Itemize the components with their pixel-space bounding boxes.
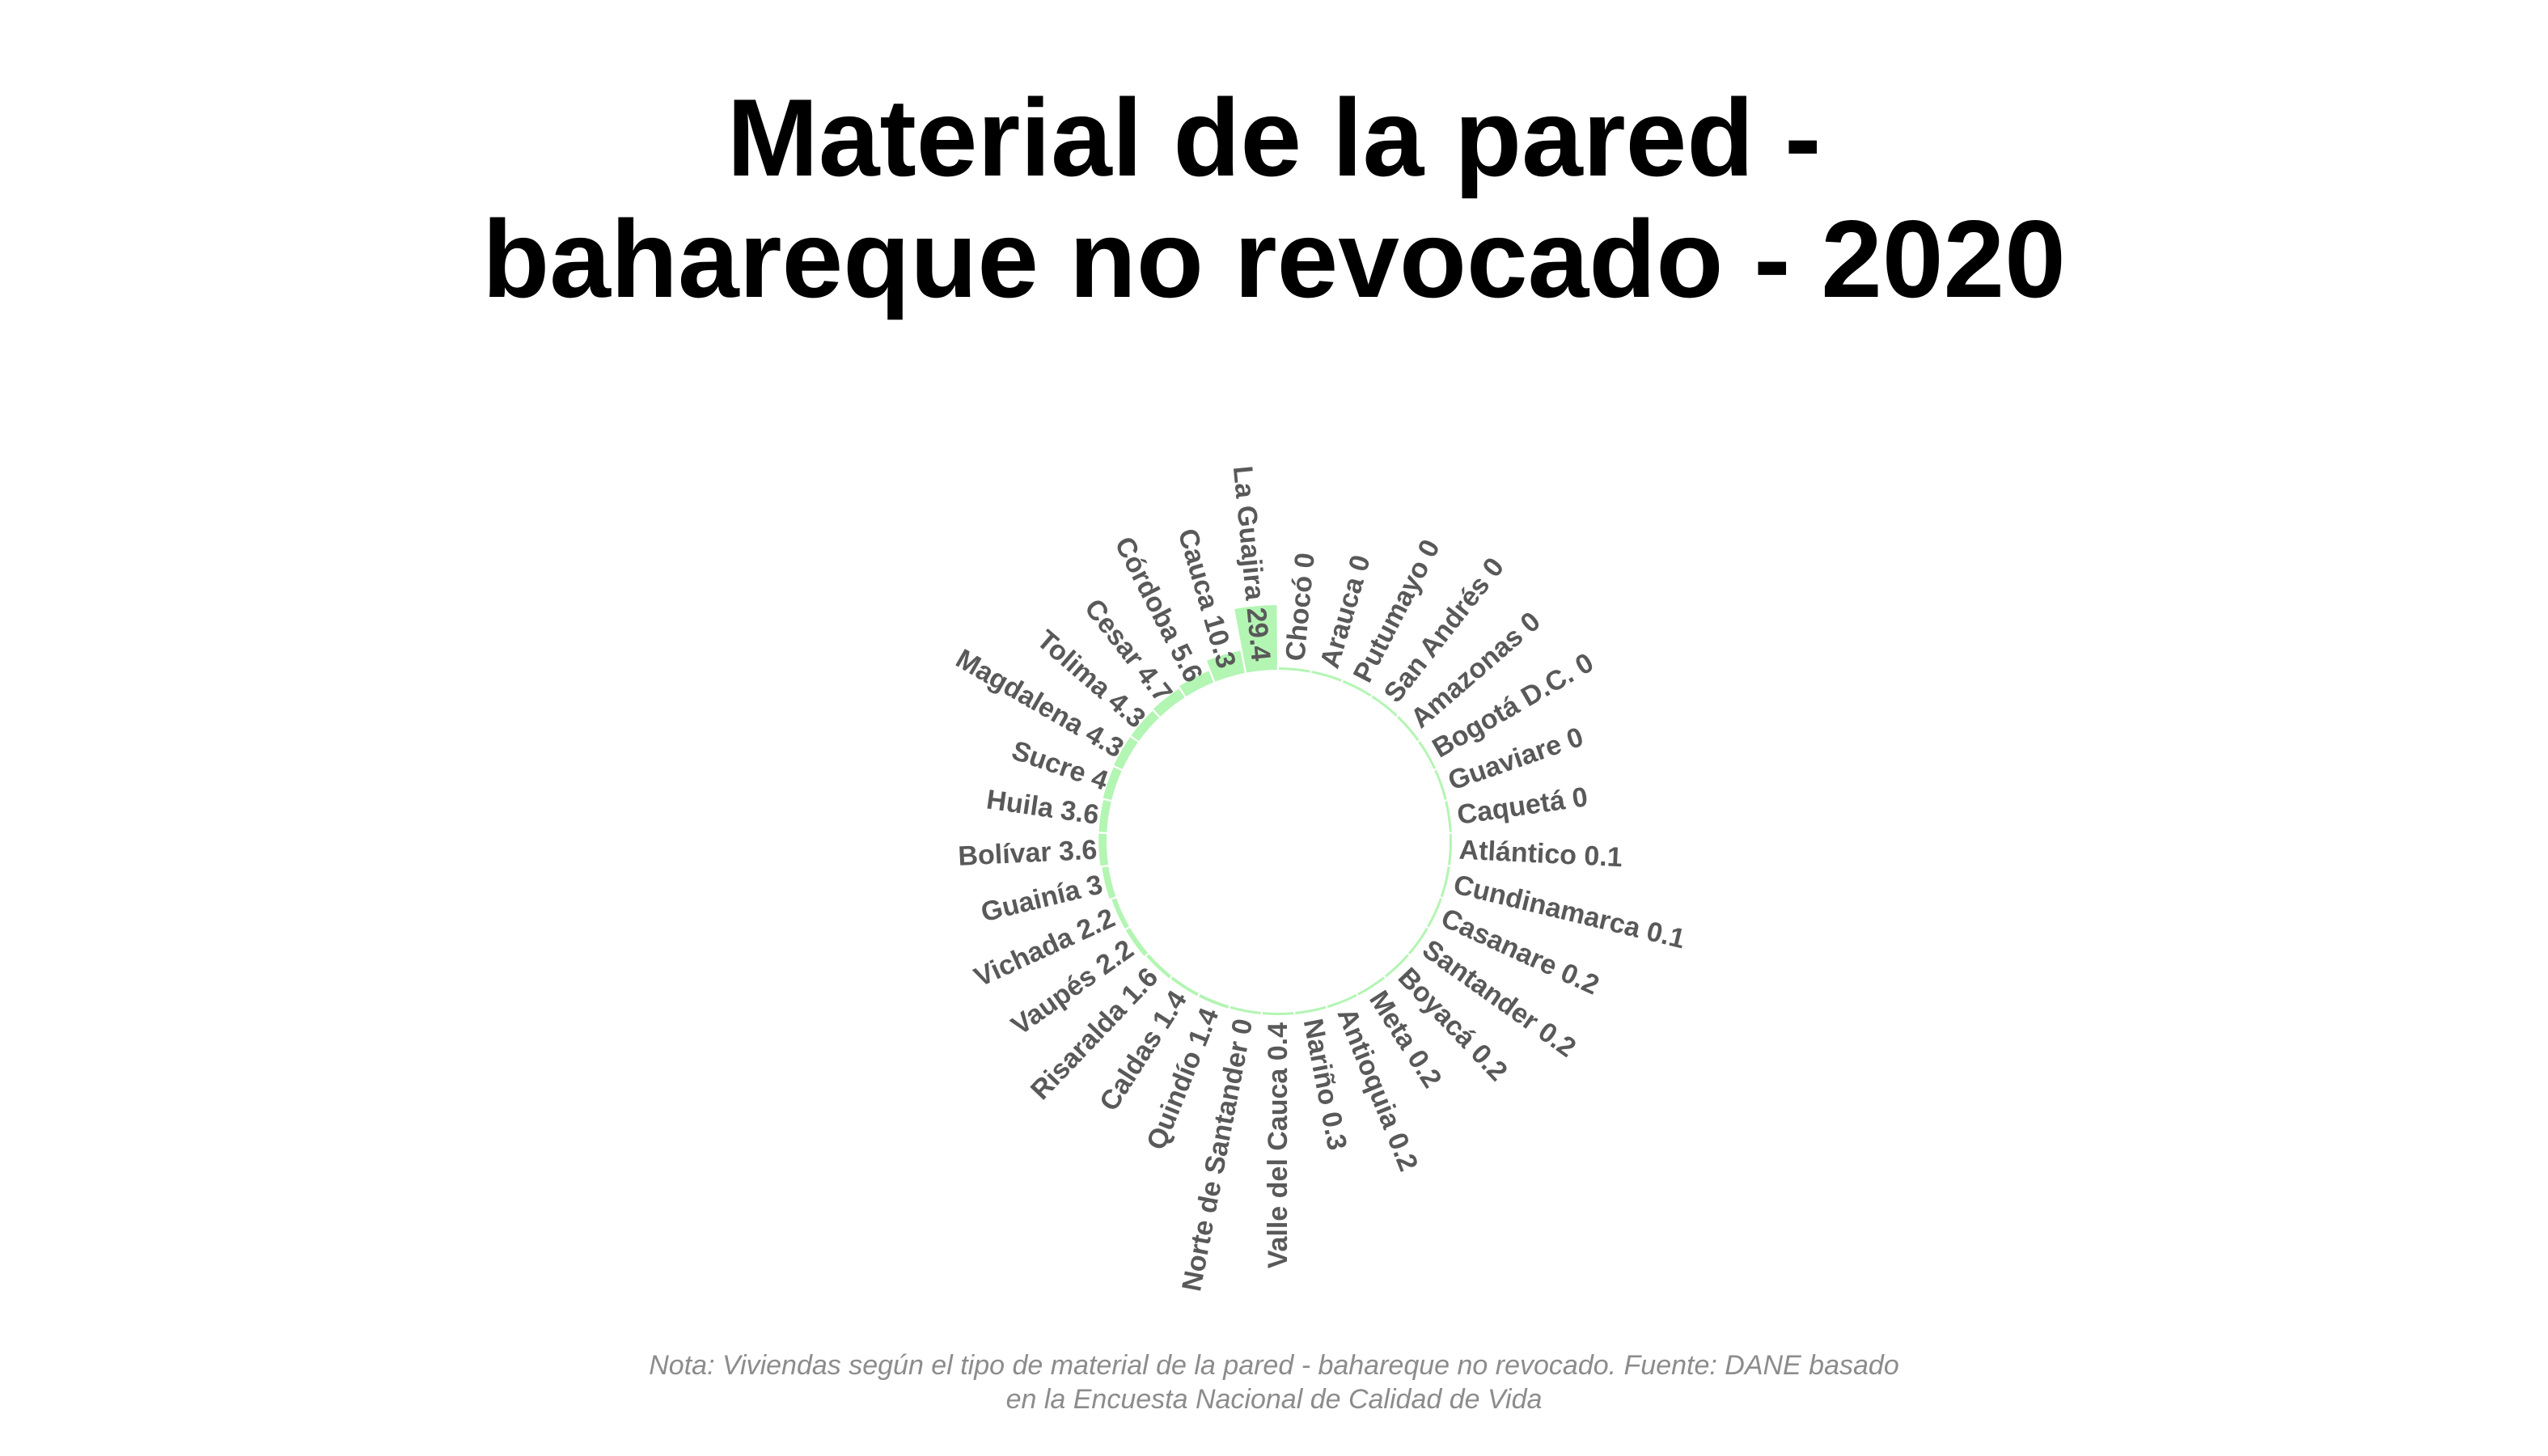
bar-label-24: Bolívar 3.6 [958,835,1098,872]
bar-10 [1427,898,1442,928]
bar-5 [1418,741,1437,769]
bar-29 [1153,688,1185,717]
bar-9 [1440,866,1450,898]
bar-2 [1342,679,1372,697]
bar-30 [1179,671,1214,697]
bar-3 [1371,695,1398,717]
bar-label-16: Valle del Cauca 0.4 [1263,1022,1293,1268]
bars-layer [1098,605,1452,1015]
bar-1 [1311,671,1342,682]
bar-14 [1327,993,1357,1008]
bar-23 [1102,866,1116,899]
chart-title-line-1: Material de la pared - [726,76,1822,199]
bar-22 [1111,898,1129,929]
bar-32 [1234,605,1277,673]
bar-18 [1199,993,1230,1009]
chart-title: Material de la pared - bahareque no revo… [0,77,2548,320]
bar-8 [1447,833,1452,866]
chart-note-line-1: Nota: Viviendas según el tipo de materia… [649,1350,1899,1381]
bar-26 [1103,767,1122,800]
bar-25 [1098,799,1111,832]
bar-17 [1230,1005,1261,1014]
bar-20 [1146,954,1172,979]
bar-label-25: Huila 3.6 [984,784,1101,831]
bar-label-32: La Guajira 29.4 [1227,464,1276,662]
bar-21 [1125,927,1149,956]
bar-0 [1279,667,1310,673]
bar-24 [1098,833,1109,866]
bar-label-8: Atlántico 0.1 [1458,835,1623,874]
chart-title-line-2: bahareque no revocado - 2020 [482,197,2066,320]
bar-31 [1206,650,1245,682]
bar-27 [1114,737,1138,769]
bar-28 [1131,710,1159,742]
bar-12 [1384,954,1409,978]
bar-11 [1407,927,1428,954]
chart-note: Nota: Viviendas según el tipo de materia… [0,1348,2548,1416]
bar-19 [1170,976,1199,997]
bar-13 [1357,976,1386,996]
bar-6 [1434,769,1447,800]
bar-16 [1262,1012,1294,1015]
chart-note-line-2: en la Encuesta Nacional de Calidad de Vi… [1005,1384,1543,1415]
bar-15 [1295,1005,1327,1014]
bar-7 [1445,801,1452,832]
bar-label-0: Chocó 0 [1280,552,1321,662]
bar-4 [1397,716,1420,742]
